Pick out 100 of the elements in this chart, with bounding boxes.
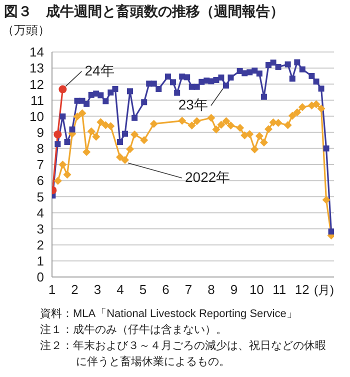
y-tick-label: 14 [30, 44, 44, 60]
point [54, 130, 62, 138]
point [121, 156, 129, 164]
point [87, 127, 96, 136]
text: 資料：MLA「National Livestock Reporting Service」 [40, 307, 298, 322]
point [84, 100, 90, 107]
point [194, 84, 200, 90]
y-tick-label: 11 [30, 92, 44, 108]
point [256, 70, 262, 77]
x-tick-label: 6 [162, 282, 170, 298]
point [96, 118, 105, 126]
x-axis-title: (月) [314, 282, 334, 299]
point [294, 59, 300, 66]
point [130, 130, 139, 138]
y-tick-label: 7 [36, 157, 44, 172]
x-tick-label: 2 [71, 282, 78, 298]
y-tick-label: 13 [30, 60, 44, 76]
x-tick-label: 1 [48, 282, 56, 298]
series-label: 23年 [178, 96, 208, 113]
point [317, 104, 326, 113]
y-tick-label: 3 [36, 221, 44, 236]
point [246, 130, 254, 138]
point [284, 61, 291, 68]
point [298, 103, 306, 112]
point [270, 60, 276, 66]
point [164, 74, 171, 80]
x-tick-label: 11 [272, 282, 286, 298]
point [112, 86, 118, 92]
point [222, 117, 230, 126]
point [54, 176, 62, 185]
point [218, 74, 224, 81]
point [174, 90, 180, 96]
point [226, 121, 235, 130]
x-tick-label: 4 [116, 282, 124, 298]
point [126, 145, 134, 154]
point [299, 66, 306, 72]
point [260, 94, 267, 100]
point [250, 145, 259, 154]
point [217, 120, 226, 129]
point [236, 124, 244, 132]
text: 2022年 [185, 169, 230, 185]
y-tick-label: 6 [36, 173, 44, 188]
x-tick-label: 8 [208, 282, 215, 298]
y-tick-label: 8 [36, 141, 44, 156]
point [318, 86, 324, 92]
y-tick-label: 0 [36, 270, 44, 285]
y-tick-label: 9 [36, 124, 44, 140]
point [106, 122, 115, 130]
point [188, 121, 196, 130]
y-tick-label: 1 [36, 254, 44, 269]
point [60, 113, 66, 120]
point [116, 153, 124, 162]
point [141, 99, 148, 106]
chart-title: 図３ 成牛週間と畜頭数の推移（週間報告） [4, 3, 284, 21]
series-label: 24年 [84, 62, 114, 78]
x-tick-label: 9 [230, 282, 238, 298]
point [284, 121, 292, 130]
point [150, 80, 157, 87]
point [117, 139, 123, 145]
point [63, 170, 72, 179]
point [260, 138, 268, 146]
point [156, 86, 162, 92]
point [92, 132, 100, 141]
point [289, 76, 296, 82]
x-tick-label: 7 [184, 282, 192, 298]
point [98, 92, 104, 98]
point [150, 120, 158, 128]
point [69, 126, 76, 132]
point [308, 72, 315, 79]
point [140, 136, 148, 144]
point [127, 88, 134, 94]
text: 注１：成牛のみ（仔牛は含まない）。 [40, 322, 228, 338]
point [184, 74, 190, 80]
point [328, 228, 334, 235]
point [323, 145, 330, 152]
point [240, 131, 249, 140]
point [132, 114, 138, 121]
point [312, 100, 320, 108]
point [252, 68, 258, 74]
x-tick-label: 10 [249, 282, 264, 298]
point [288, 112, 296, 120]
point [64, 139, 70, 145]
point [255, 132, 264, 140]
y-tick-label: 4 [36, 205, 44, 220]
y-tick-label: 10 [30, 108, 44, 124]
text: 注２：年末および３～４月ごろの減少は、祝日などの休暇に伴うと畜場休業によるもの。 [40, 338, 327, 370]
point [275, 64, 282, 70]
point [207, 114, 216, 122]
point [266, 62, 272, 68]
point [178, 116, 186, 125]
x-tick-label: 5 [139, 282, 147, 298]
x-tick-label: 12 [294, 282, 310, 298]
point [122, 130, 128, 137]
point [222, 82, 229, 89]
y-axis-title: （万頭） [2, 22, 50, 39]
x-tick-label: 3 [94, 282, 102, 298]
point [228, 74, 234, 81]
point [212, 125, 220, 134]
point [293, 108, 302, 116]
point [54, 141, 61, 148]
